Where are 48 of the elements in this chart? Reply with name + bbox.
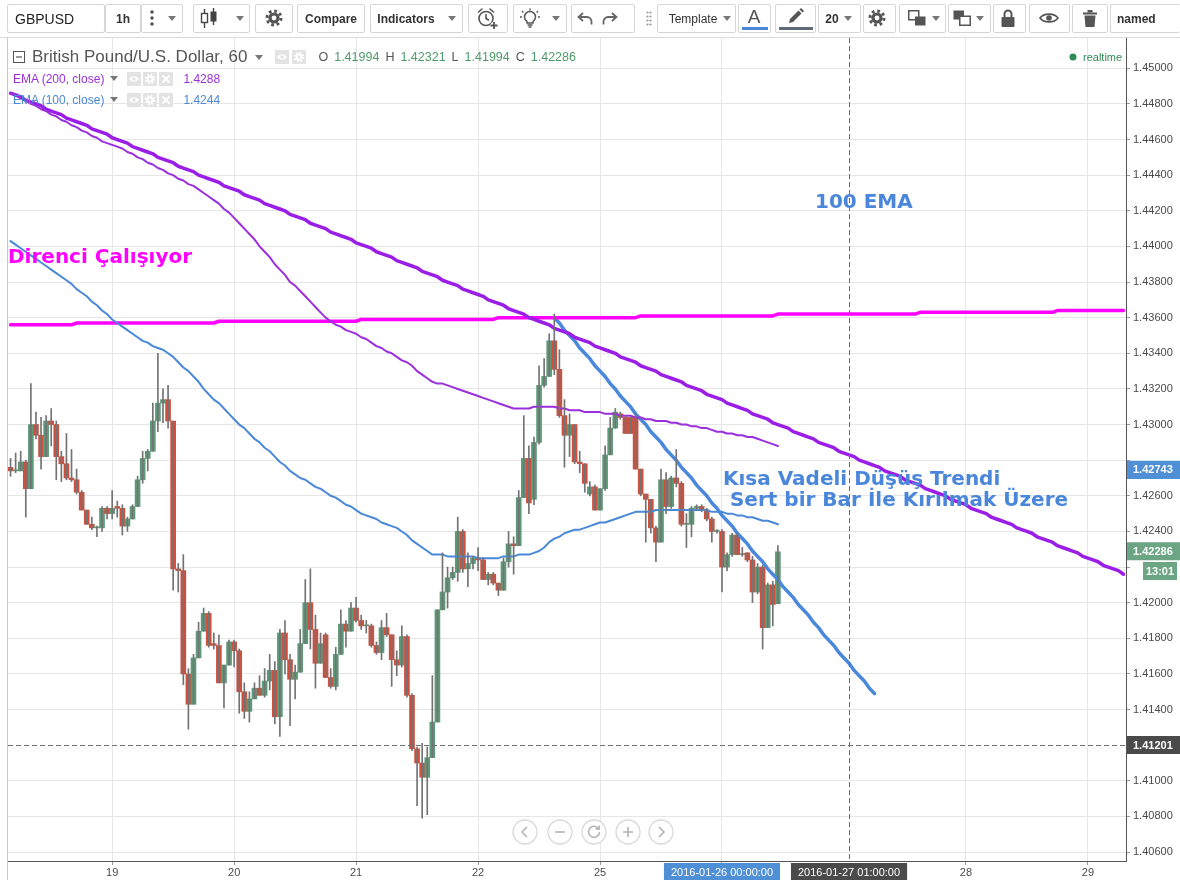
symbol-field: GBPUSD bbox=[7, 4, 105, 33]
y-tick-label: 1.42600 bbox=[1133, 488, 1173, 501]
y-tick-label: 1.40800 bbox=[1133, 809, 1173, 822]
font-button: A bbox=[738, 4, 771, 33]
y-tick-label: 1.41800 bbox=[1133, 631, 1173, 644]
annotation: 1.4244 bbox=[183, 92, 221, 107]
x-tick-label: 29 bbox=[1081, 865, 1095, 878]
compare-button: Compare bbox=[297, 4, 365, 33]
y-tick-label: 1.42000 bbox=[1133, 595, 1173, 608]
text: O 1.41994 H 1.42321 L 1.41994 C 1.42286 bbox=[318, 50, 576, 64]
x-tick-label: 28 bbox=[959, 865, 973, 878]
x-tick-label: 20 bbox=[228, 865, 241, 878]
y-tick-label: 1.41600 bbox=[1133, 666, 1173, 679]
text: 13:01 bbox=[1145, 564, 1175, 577]
size-button: 20 bbox=[818, 4, 861, 33]
y-tick-label: 1.41000 bbox=[1133, 773, 1173, 786]
x-tick-label: 22 bbox=[471, 865, 485, 878]
series-label: EMA (200, close) bbox=[13, 71, 105, 86]
y-tick-label: 1.44400 bbox=[1133, 168, 1173, 181]
y-tick-label: 1.44600 bbox=[1133, 132, 1173, 145]
ref-line-label: 1.41201 bbox=[1133, 738, 1173, 751]
layout-button: named bbox=[1110, 4, 1180, 33]
y-tick-label: 1.44000 bbox=[1133, 239, 1173, 252]
text: British Pound/U.S. Dollar, 60 bbox=[32, 47, 248, 67]
y-tick-label: 1.45000 bbox=[1133, 61, 1173, 74]
x-tick-label: 19 bbox=[106, 865, 119, 878]
y-tick-label: 1.42286 bbox=[1133, 544, 1173, 557]
y-tick-label: 1.40600 bbox=[1133, 845, 1173, 858]
interval-button: 1h bbox=[105, 4, 141, 33]
annotation: 1.4288 bbox=[183, 71, 221, 86]
x-tick-label: 21 bbox=[349, 865, 363, 878]
y-tick-label: 1.41400 bbox=[1133, 702, 1173, 715]
x-tick-label: 2016-01-27 01:00:00 bbox=[797, 865, 901, 878]
annotation: 100 EMA bbox=[815, 189, 914, 214]
y-tick-label: 1.43600 bbox=[1133, 310, 1173, 323]
template-button: Template bbox=[657, 4, 736, 33]
y-tick-label: 1.43800 bbox=[1133, 275, 1173, 288]
y-tick-label: 1.43400 bbox=[1133, 346, 1173, 359]
annotation: realtime bbox=[1083, 51, 1123, 63]
x-tick-label: 2016-01-26 00:00:00 bbox=[670, 865, 774, 878]
x-tick-label: 25 bbox=[593, 865, 607, 878]
y-tick-label: 1.44800 bbox=[1133, 96, 1173, 109]
y-tick-label: 1.43200 bbox=[1133, 381, 1173, 394]
y-tick-label: 1.44200 bbox=[1133, 203, 1173, 216]
y-tick-label: 1.42400 bbox=[1133, 524, 1173, 537]
indicators-button: Indicators bbox=[370, 4, 463, 33]
y-tick-label: 1.42743 bbox=[1133, 463, 1173, 476]
y-tick-label: 1.43000 bbox=[1133, 417, 1173, 430]
